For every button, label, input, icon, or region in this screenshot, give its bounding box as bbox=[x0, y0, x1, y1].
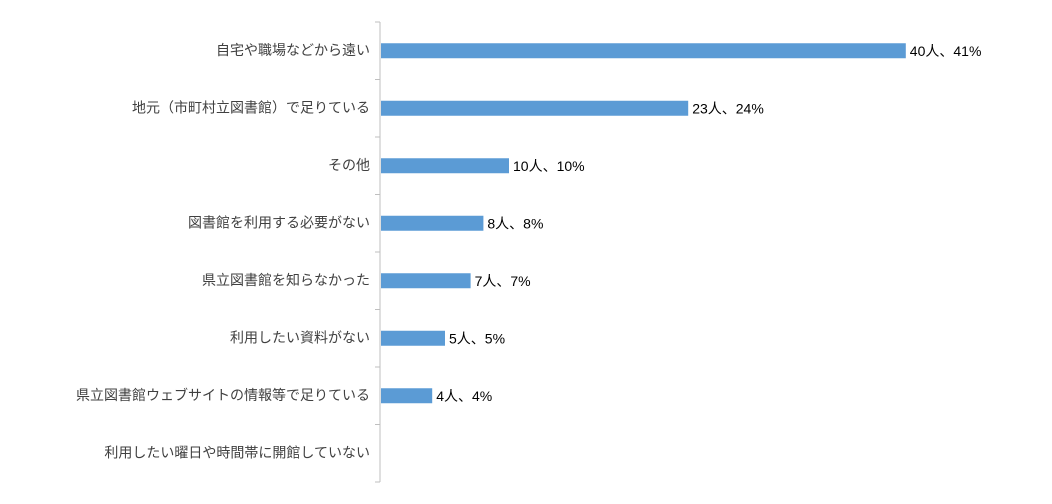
data-labels: 40人、41% 23人、24% 10人、10% 8人、8% 7人、7% 5人、5% 4人、4… bbox=[436, 43, 981, 404]
y-axis-ticks bbox=[375, 21, 380, 483]
data-label: 10人、10% bbox=[513, 158, 585, 174]
bar bbox=[381, 388, 433, 404]
category-labels: 自宅や職場などから遠い地元（市町村立図書館）で足りているその他図書館を利用する必… bbox=[76, 43, 370, 462]
bar bbox=[381, 330, 445, 346]
category-label: 地元（市町村立図書館）で足りている bbox=[132, 99, 370, 116]
data-label: 5人、5% bbox=[449, 330, 505, 346]
bar bbox=[381, 100, 689, 116]
bars bbox=[381, 43, 906, 404]
category-label: 利用したい資料がない bbox=[230, 330, 370, 346]
data-label: 8人、8% bbox=[487, 215, 543, 231]
category-label: 自宅や職場などから遠い bbox=[216, 43, 370, 59]
category-label: その他 bbox=[328, 158, 370, 174]
data-label: 23人、24% bbox=[692, 100, 764, 116]
data-label: 4人、4% bbox=[436, 388, 492, 404]
bar bbox=[381, 273, 471, 289]
bar bbox=[381, 43, 906, 59]
bar bbox=[381, 215, 484, 231]
data-label: 7人、7% bbox=[475, 273, 531, 289]
category-label: 利用したい曜日や時間帯に開館していない bbox=[104, 444, 370, 461]
category-label: 県立図書館を知らなかった bbox=[202, 272, 370, 289]
data-label: 40人、41% bbox=[910, 43, 982, 59]
bar bbox=[381, 158, 509, 174]
category-label: 図書館を利用する必要がない bbox=[188, 214, 370, 231]
category-label: 県立図書館ウェブサイトの情報等で足りている bbox=[76, 387, 370, 404]
